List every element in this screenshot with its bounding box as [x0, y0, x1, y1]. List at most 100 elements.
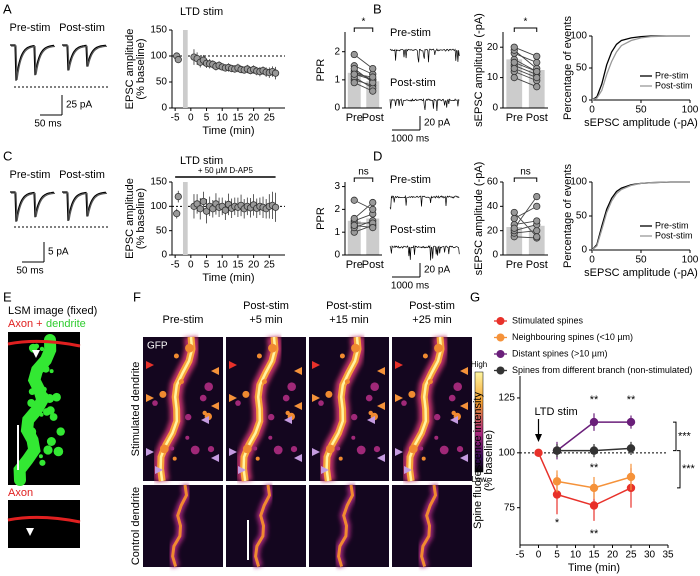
annotation: **	[590, 394, 599, 406]
column-header: Pre-stim	[163, 314, 204, 326]
x-tick-label: -5	[171, 260, 180, 271]
data-point	[369, 224, 377, 232]
legend-label: Stimulated spines	[512, 315, 584, 325]
x-axis-label: Time (min)	[202, 125, 254, 137]
epsc-trace	[63, 192, 108, 221]
y-axis-label: sEPSC amplitude (-pA)	[473, 13, 485, 127]
column-header: Post-stim	[326, 300, 372, 312]
panel-letter: B	[373, 1, 382, 16]
stim-label: LTD stim	[535, 406, 578, 418]
spine	[26, 426, 37, 437]
arrowhead	[211, 367, 219, 375]
x-tick-label: 5	[204, 260, 210, 271]
arrowhead	[377, 402, 385, 410]
y-tick-label: 20	[487, 42, 499, 53]
annotation: *	[555, 517, 560, 529]
data-point	[534, 448, 543, 458]
column-header: +25 min	[412, 314, 451, 326]
spine	[207, 446, 215, 453]
x-axis-label: Time (min)	[202, 272, 254, 284]
x-tick-label: 20	[248, 260, 260, 271]
y-tick-label: 150	[150, 25, 167, 36]
y-tick-label: 10	[487, 72, 499, 83]
significance: ns	[520, 167, 531, 178]
x-tick-label: 15	[232, 260, 244, 271]
data-point	[510, 64, 518, 73]
y-tick-label: 0	[334, 250, 340, 261]
spine	[190, 445, 200, 455]
dendrite-core	[242, 336, 277, 482]
legend-label: Distant spines (>10 µm)	[512, 348, 607, 358]
spine	[268, 343, 277, 353]
legend-label: Post-stim	[655, 230, 693, 240]
scale-label: 20 pA	[424, 265, 450, 276]
pair-line	[514, 224, 537, 232]
spine	[39, 412, 44, 417]
dendrite-core	[325, 336, 360, 482]
arrowhead	[294, 402, 302, 410]
data-point	[510, 224, 518, 232]
data-point	[271, 203, 280, 211]
panel-letter: C	[3, 148, 12, 163]
series-line	[591, 181, 690, 251]
spine	[170, 446, 175, 451]
spine	[336, 446, 341, 451]
spine	[373, 446, 381, 453]
data-point	[369, 73, 377, 81]
arrowhead	[367, 416, 375, 424]
spine	[351, 343, 360, 353]
x-axis-label: sEPSC amplitude (-pA)	[584, 267, 698, 279]
data-point	[221, 206, 229, 214]
data-point	[533, 74, 541, 82]
arrowhead	[460, 454, 468, 462]
y-tick-label: 0	[581, 95, 587, 106]
x-tick-label: 5	[554, 550, 560, 561]
data-point	[589, 446, 599, 455]
pair-line	[514, 68, 537, 79]
y-tick-label: 50	[156, 225, 168, 236]
trace-label: Post-stim	[59, 22, 105, 34]
y-tick-label: 100	[498, 447, 515, 458]
pair-line	[514, 71, 537, 82]
bar	[347, 220, 361, 255]
data-point	[533, 193, 541, 201]
y-tick-label: 50	[576, 211, 588, 222]
spine	[159, 444, 169, 454]
pair-line	[513, 212, 538, 238]
pair-line	[513, 196, 538, 229]
spine	[242, 390, 250, 398]
dendrite	[337, 484, 355, 568]
y-tick-label: 100	[570, 177, 587, 188]
legend-label: Post-stim	[655, 80, 693, 90]
x-tick-label: -5	[171, 113, 180, 124]
trace-label: Post-stim	[390, 77, 436, 89]
y-tick-label: 100	[570, 31, 587, 42]
colorbar	[474, 371, 484, 473]
spine	[159, 390, 167, 398]
y-axis-label: PPR	[315, 59, 327, 82]
data-point	[510, 208, 518, 217]
arrowhead	[238, 466, 246, 474]
spine	[261, 379, 267, 385]
spine	[45, 394, 55, 403]
series-line	[537, 452, 632, 507]
row-label: Control dendrite	[130, 487, 142, 565]
sepsc-trace	[389, 48, 460, 63]
data-point	[626, 444, 636, 453]
arrowhead	[294, 367, 302, 375]
data-point	[350, 221, 358, 229]
arrowhead	[211, 402, 219, 410]
data-point	[533, 202, 541, 210]
spine	[56, 427, 65, 436]
x-tick-label: 50	[635, 105, 647, 116]
row-label: Stimulated dendrite	[130, 362, 142, 457]
x-tick-label: 50	[635, 255, 647, 266]
y-axis-label: EPSC amplitude	[124, 29, 136, 110]
arrowhead	[404, 466, 412, 474]
spine	[419, 446, 424, 451]
x-tick-label: 15	[232, 113, 244, 124]
arrowhead	[460, 367, 468, 375]
colorbar-label: Low	[472, 475, 487, 484]
